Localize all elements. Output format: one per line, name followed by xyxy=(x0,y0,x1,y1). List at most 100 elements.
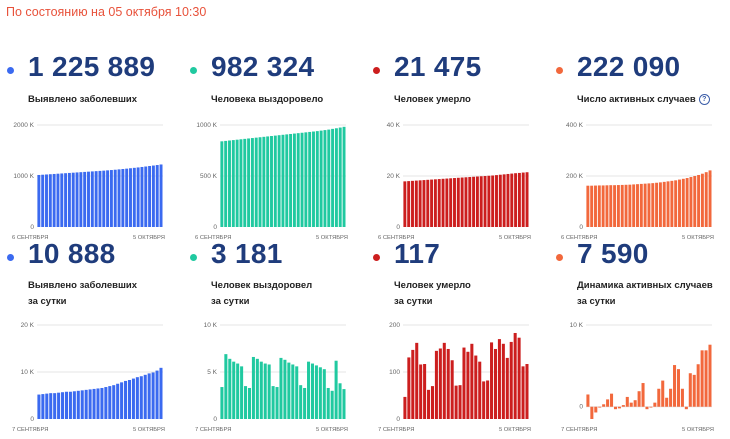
x-tick-label: 5 ОКТЯБРЯ xyxy=(316,427,348,433)
stat-label-line: Человек выздоровел xyxy=(211,280,313,291)
chart-bar xyxy=(678,179,681,227)
chart-bar xyxy=(68,391,72,419)
chart-bar xyxy=(303,387,307,419)
chart-bar xyxy=(319,130,323,227)
chart-bar xyxy=(259,361,263,419)
chart-bar xyxy=(430,179,434,227)
chart-bar xyxy=(708,170,712,227)
x-tick-label: 6 СЕНТЯБРЯ xyxy=(195,235,231,241)
y-tick-label: 10 K xyxy=(570,322,584,329)
chart-bar xyxy=(310,363,314,419)
chart-bar xyxy=(613,406,617,410)
chart-bar xyxy=(665,397,669,407)
stat-label-line: за сутки xyxy=(394,296,433,307)
chart-bar xyxy=(418,180,422,227)
chart-bar xyxy=(37,394,41,419)
bar-chart: 0 100 200 7 СЕНТЯБРЯ 5 ОКТЯБРЯ xyxy=(378,322,531,433)
chart-bar xyxy=(251,356,255,419)
stat-card: 3 181 Человек выздоровел за сутки 0 5 K 10 K 7… xyxy=(183,232,363,437)
chart-bar xyxy=(56,173,60,227)
chart-bar xyxy=(639,183,643,227)
chart-bar xyxy=(525,172,529,227)
chart-bar xyxy=(247,138,251,227)
chart-bar xyxy=(419,364,423,419)
chart-bar xyxy=(601,185,605,227)
chart-bar xyxy=(136,167,140,227)
stat-label: Человек умерло xyxy=(394,92,471,108)
stat-value: 1 225 889 xyxy=(28,51,156,82)
series-color-dot-icon xyxy=(373,67,380,74)
chart-bar xyxy=(470,343,474,419)
chart-bar xyxy=(426,179,430,227)
chart-bar xyxy=(680,388,684,407)
chart-bar xyxy=(147,373,151,419)
chart-bar xyxy=(334,360,338,419)
chart-bar xyxy=(610,393,614,407)
chart-bar xyxy=(590,406,594,419)
x-tick-label: 7 СЕНТЯБРЯ xyxy=(12,427,48,433)
chart-bar xyxy=(487,175,491,227)
chart-bar xyxy=(624,184,628,227)
chart-bar xyxy=(307,361,311,419)
x-tick-label: 5 ОКТЯБРЯ xyxy=(682,235,714,241)
x-tick-label: 6 СЕНТЯБРЯ xyxy=(12,235,48,241)
y-tick-label: 0 xyxy=(396,416,400,423)
y-tick-label: 100 xyxy=(389,369,400,376)
y-tick-label: 0 xyxy=(213,224,217,231)
chart-bar xyxy=(228,140,231,227)
stat-value: 10 888 xyxy=(28,238,116,269)
chart-bar xyxy=(670,180,674,227)
stat-label-line: Динамика активных случаев xyxy=(577,280,713,291)
chart-bar xyxy=(45,393,49,419)
chart-bar xyxy=(509,341,513,419)
chart-bar xyxy=(676,369,680,407)
chart-bar xyxy=(159,164,163,227)
chart-bar xyxy=(704,350,708,407)
chart-bar xyxy=(155,370,159,419)
bar-chart: 0 10 K 7 СЕНТЯБРЯ 5 ОКТЯБРЯ xyxy=(561,322,714,433)
chart-bar xyxy=(606,399,610,407)
chart-bar xyxy=(474,355,478,419)
chart-bar xyxy=(84,389,88,419)
x-tick-label: 5 ОКТЯБРЯ xyxy=(133,427,165,433)
chart-bar xyxy=(490,342,494,419)
chart-bar xyxy=(236,363,240,419)
y-tick-label: 1000 K xyxy=(196,122,217,129)
chart-bar xyxy=(597,185,601,227)
chart-bar xyxy=(334,128,338,227)
chart-bar xyxy=(60,173,64,227)
chart-bar xyxy=(338,383,342,419)
x-tick-label: 5 ОКТЯБРЯ xyxy=(682,427,714,433)
chart-bar xyxy=(87,171,90,227)
chart-bar xyxy=(636,184,639,227)
stat-card: 222 090 Число активных случаев? 0 200 K 400 … xyxy=(549,45,729,250)
stat-card: 117 Человек умерло за сутки 0 100 200 7 СЕНТЯБ… xyxy=(366,232,546,437)
chart-bar xyxy=(287,362,291,419)
chart-bar xyxy=(632,184,636,227)
chart-bar xyxy=(669,388,673,407)
chart-bar xyxy=(525,364,529,419)
chart-bar xyxy=(637,391,641,407)
chart-bar xyxy=(700,350,704,407)
bar-chart: 0 20 K 40 K 6 СЕНТЯБРЯ 5 ОКТЯБРЯ xyxy=(378,122,531,241)
x-tick-label: 6 СЕНТЯБРЯ xyxy=(378,235,414,241)
chart-bar xyxy=(100,387,104,419)
chart-bar xyxy=(296,133,300,227)
help-icon[interactable]: ? xyxy=(698,94,710,105)
chart-bar xyxy=(666,181,670,227)
chart-bar xyxy=(125,168,129,227)
y-tick-label: 10 K xyxy=(21,369,35,376)
chart-bar xyxy=(658,182,662,227)
bar-chart: 0 200 K 400 K 6 СЕНТЯБРЯ 5 ОКТЯБРЯ xyxy=(561,122,714,241)
chart-bar xyxy=(657,388,661,407)
chart-bar xyxy=(131,378,135,419)
y-tick-label: 400 K xyxy=(566,122,584,129)
stat-value: 117 xyxy=(394,238,441,269)
x-tick-label: 5 ОКТЯБРЯ xyxy=(499,235,531,241)
y-tick-label: 20 K xyxy=(387,173,401,180)
chart-bar xyxy=(314,365,318,419)
stat-card: 21 475 Человек умерло 0 20 K 40 K 6 СЕНТЯБРЯ 5… xyxy=(366,45,546,250)
chart-bar xyxy=(92,388,96,419)
chart-bar xyxy=(231,140,235,227)
x-tick-label: 7 СЕНТЯБРЯ xyxy=(195,427,231,433)
